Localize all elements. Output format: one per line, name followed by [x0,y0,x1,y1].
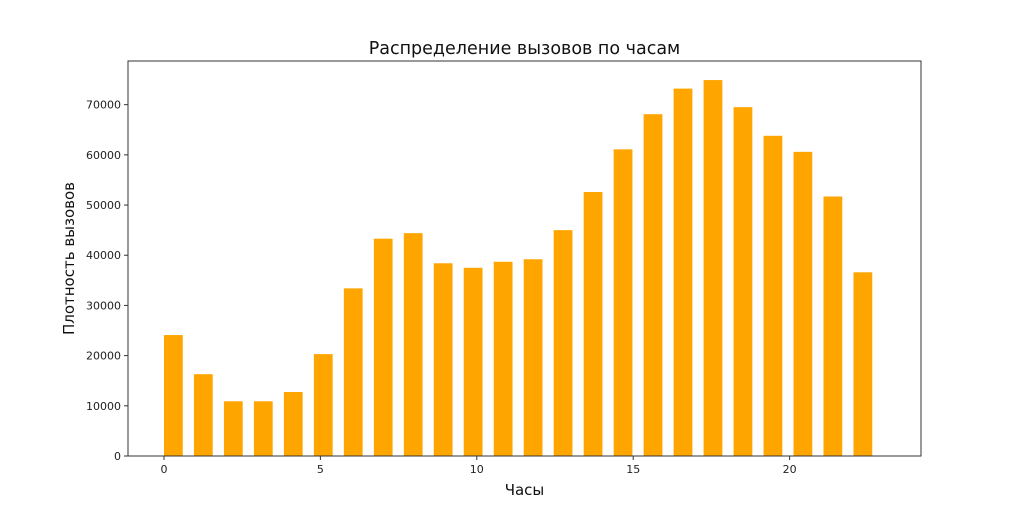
bar-hour-15 [613,149,633,456]
bar-hour-22 [823,196,843,456]
bar-hour-21 [793,151,813,457]
y-axis-title: Плотность вызовов [60,182,78,335]
bar-hour-6 [343,288,363,456]
bar-hour-4 [283,392,303,456]
bar-hour-5 [313,354,333,456]
bar-hour-14 [583,191,603,457]
bar-series [163,80,873,457]
bar-hour-2 [223,401,243,456]
y-tick-label: 30000 [86,299,121,312]
y-tick-label: 40000 [86,249,121,262]
bar-hour-20 [763,135,783,456]
x-tick-label: 20 [783,463,797,476]
x-tick-label: 0 [160,463,167,476]
bar-hour-7 [373,238,393,456]
x-axis-title: Часы [505,481,545,499]
y-tick-label: 0 [114,450,121,463]
bar-hour-10 [463,267,483,456]
bar-hour-18 [703,80,723,457]
x-tick-label: 5 [317,463,324,476]
chart-title: Распределение вызовов по часам [369,39,681,59]
bar-hour-3 [253,401,273,456]
bar-hour-17 [673,88,693,456]
y-tick-label: 20000 [86,350,121,363]
bar-hour-16 [643,114,663,457]
y-tick-label: 50000 [86,199,121,212]
bar-hour-1 [193,374,213,456]
bar-hour-9 [433,263,453,456]
y-tick-label: 70000 [86,99,121,112]
y-tick-label: 10000 [86,400,121,413]
x-tick-label: 10 [470,463,484,476]
y-tick-label: 60000 [86,149,121,162]
bar-hour-23 [853,272,873,456]
plot-frame [127,60,922,457]
bar-hour-0 [163,335,183,456]
y-axis: 0 10000 20000 30000 40000 50000 60000 70000 [86,99,128,463]
bar-hour-19 [733,107,753,456]
x-tick-label: 15 [626,463,640,476]
bar-hour-12 [523,259,543,456]
bar-hour-11 [493,261,513,456]
bar-hour-13 [553,230,573,456]
bar-hour-8 [403,233,423,456]
x-axis: 0 5 10 15 20 [160,456,797,476]
